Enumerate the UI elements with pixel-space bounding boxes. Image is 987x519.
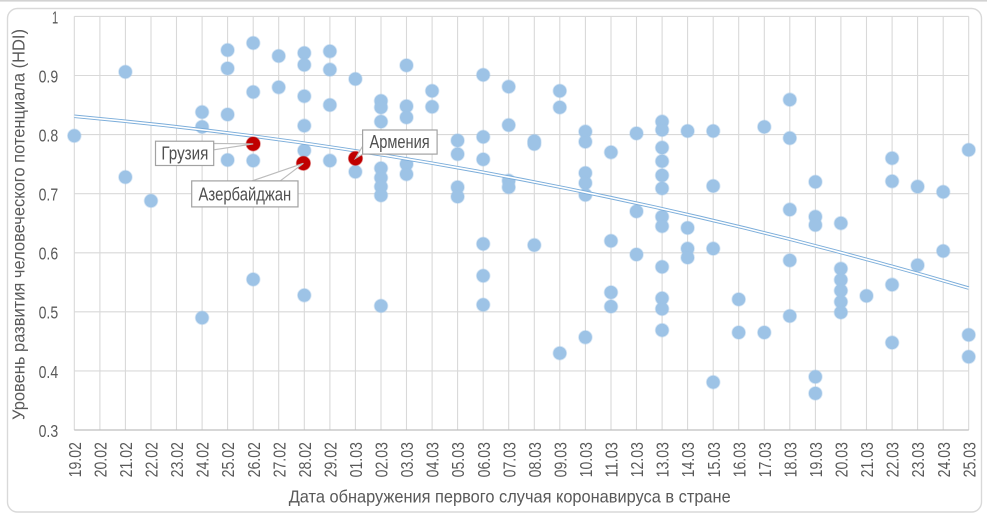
svg-text:29.02: 29.02	[321, 442, 341, 477]
svg-text:03.03: 03.03	[397, 442, 417, 477]
svg-text:Дата обнаружения первого случа: Дата обнаружения первого случая коронави…	[289, 487, 731, 507]
svg-text:13.03: 13.03	[653, 442, 673, 477]
svg-text:0.9: 0.9	[39, 66, 59, 86]
svg-text:0.6: 0.6	[39, 244, 59, 264]
svg-text:20.03: 20.03	[832, 442, 852, 477]
svg-text:05.03: 05.03	[448, 442, 468, 477]
svg-text:0.8: 0.8	[39, 126, 59, 146]
svg-text:25.03: 25.03	[959, 442, 979, 477]
svg-text:15.03: 15.03	[704, 442, 724, 477]
svg-text:24.02: 24.02	[193, 442, 213, 477]
svg-text:Армения: Армения	[370, 132, 430, 152]
svg-text:21.03: 21.03	[857, 442, 877, 477]
svg-text:0.7: 0.7	[39, 185, 59, 205]
svg-text:1: 1	[52, 7, 58, 27]
svg-text:07.03: 07.03	[499, 442, 519, 477]
svg-text:26.02: 26.02	[244, 442, 264, 477]
svg-text:10.03: 10.03	[576, 442, 596, 477]
svg-text:22.03: 22.03	[883, 442, 903, 477]
svg-text:18.03: 18.03	[780, 442, 800, 477]
svg-text:20.02: 20.02	[91, 442, 111, 477]
svg-text:25.02: 25.02	[218, 442, 238, 477]
svg-text:Грузия: Грузия	[161, 144, 208, 164]
svg-text:24.03: 24.03	[934, 442, 954, 477]
svg-text:0.4: 0.4	[39, 362, 59, 382]
svg-text:28.02: 28.02	[295, 442, 315, 477]
svg-text:21.02: 21.02	[116, 442, 136, 477]
svg-text:09.03: 09.03	[550, 442, 570, 477]
svg-text:0.3: 0.3	[39, 421, 59, 441]
svg-text:23.02: 23.02	[167, 442, 187, 477]
svg-text:Уровень развития человеческого: Уровень развития человеческого потенциал…	[9, 29, 29, 420]
svg-text:04.03: 04.03	[423, 442, 443, 477]
svg-text:23.03: 23.03	[908, 442, 928, 477]
svg-text:19.02: 19.02	[65, 442, 85, 477]
svg-text:16.03: 16.03	[729, 442, 749, 477]
svg-text:11.03: 11.03	[602, 442, 622, 477]
svg-text:08.03: 08.03	[525, 442, 545, 477]
svg-text:0.5: 0.5	[39, 303, 59, 323]
svg-text:19.03: 19.03	[806, 442, 826, 477]
svg-text:22.02: 22.02	[142, 442, 162, 477]
svg-text:14.03: 14.03	[678, 442, 698, 477]
svg-text:12.03: 12.03	[627, 442, 647, 477]
svg-text:01.03: 01.03	[346, 442, 366, 477]
svg-text:27.02: 27.02	[269, 442, 289, 477]
svg-text:Азербайджан: Азербайджан	[199, 185, 292, 205]
svg-text:17.03: 17.03	[755, 442, 775, 477]
svg-text:06.03: 06.03	[474, 442, 494, 477]
svg-text:02.03: 02.03	[372, 442, 392, 477]
